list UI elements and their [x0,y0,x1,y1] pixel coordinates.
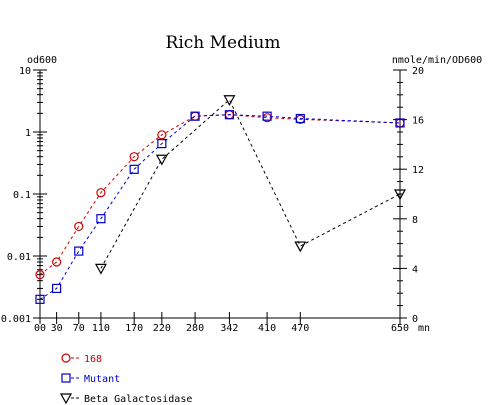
series-markers-group [35,95,407,304]
data-point-mutant [35,294,45,304]
x-tick-label: 110 [92,323,110,334]
data-point-mutant [96,214,106,224]
x-axis-unit-label: mn [418,323,430,334]
series-line-beta-galactosidase [100,98,401,269]
series-line-168 [39,114,401,276]
x-tick-label: 410 [258,323,276,334]
y-right-tick-label: 4 [412,264,418,275]
data-point-beta-galactosidase [94,263,107,275]
y-right-tick-label: 16 [412,116,424,127]
legend: 168 Mutant Beta Galactosidase [59,353,192,405]
x-tick-label: 470 [291,323,309,334]
data-point-168 [129,152,139,162]
y-left-tick-label: 0.1 [13,190,31,201]
series-lines-group [39,98,401,300]
legend-marker-beta-galactosidase [59,393,73,405]
data-point-mutant [224,110,235,120]
legend-label-168: 168 [84,354,102,365]
data-point-mutant [157,138,167,149]
data-point-beta-galactosidase [294,241,307,253]
legend-label-beta-galactosidase: Beta Galactosidase [84,394,192,405]
data-point-mutant [295,113,305,124]
legend-marker-168 [61,353,71,363]
data-point-168 [96,188,106,198]
chart-title: Rich Medium [166,33,281,53]
y-right-tick-label: 0 [412,314,418,325]
x-tick-label: 00 [34,323,46,334]
data-point-mutant [74,246,84,256]
x-tick-label: 70 [73,323,85,334]
y-left-tick-label: 1 [25,128,31,139]
y-left-tick-label: 10 [19,66,31,77]
x-tick-label: 220 [153,323,171,334]
data-point-mutant [129,164,139,174]
x-tick-label: 650 [391,323,409,334]
data-point-168 [52,257,62,267]
y-right-tick-label: 8 [412,215,418,226]
data-point-168 [157,130,167,140]
y-left-axis-label: od600 [27,55,57,66]
x-tick-label: 280 [186,323,204,334]
y-left-tick-label: 0.001 [1,314,31,325]
y-right-tick-label: 20 [412,66,424,77]
x-tick-label: 342 [220,323,238,334]
data-point-beta-galactosidase [393,189,407,201]
series-line-mutant [39,114,401,300]
data-point-mutant [190,111,200,121]
legend-label-mutant: Mutant [84,374,120,385]
y-right-tick-label: 12 [412,165,424,176]
data-point-168 [35,270,45,280]
data-point-mutant [395,118,405,128]
y-right-axis-label: nmole/min/OD600 [392,55,482,66]
data-point-beta-galactosidase [155,154,168,166]
x-tick-label: 30 [51,323,63,334]
data-point-mutant [262,111,272,121]
data-point-168 [74,221,84,232]
legend-marker-mutant [61,373,71,383]
x-tick-label: 170 [125,323,143,334]
y-left-tick-label: 0.01 [7,252,31,263]
data-point-mutant [52,283,62,294]
data-point-beta-galactosidase [223,95,236,106]
